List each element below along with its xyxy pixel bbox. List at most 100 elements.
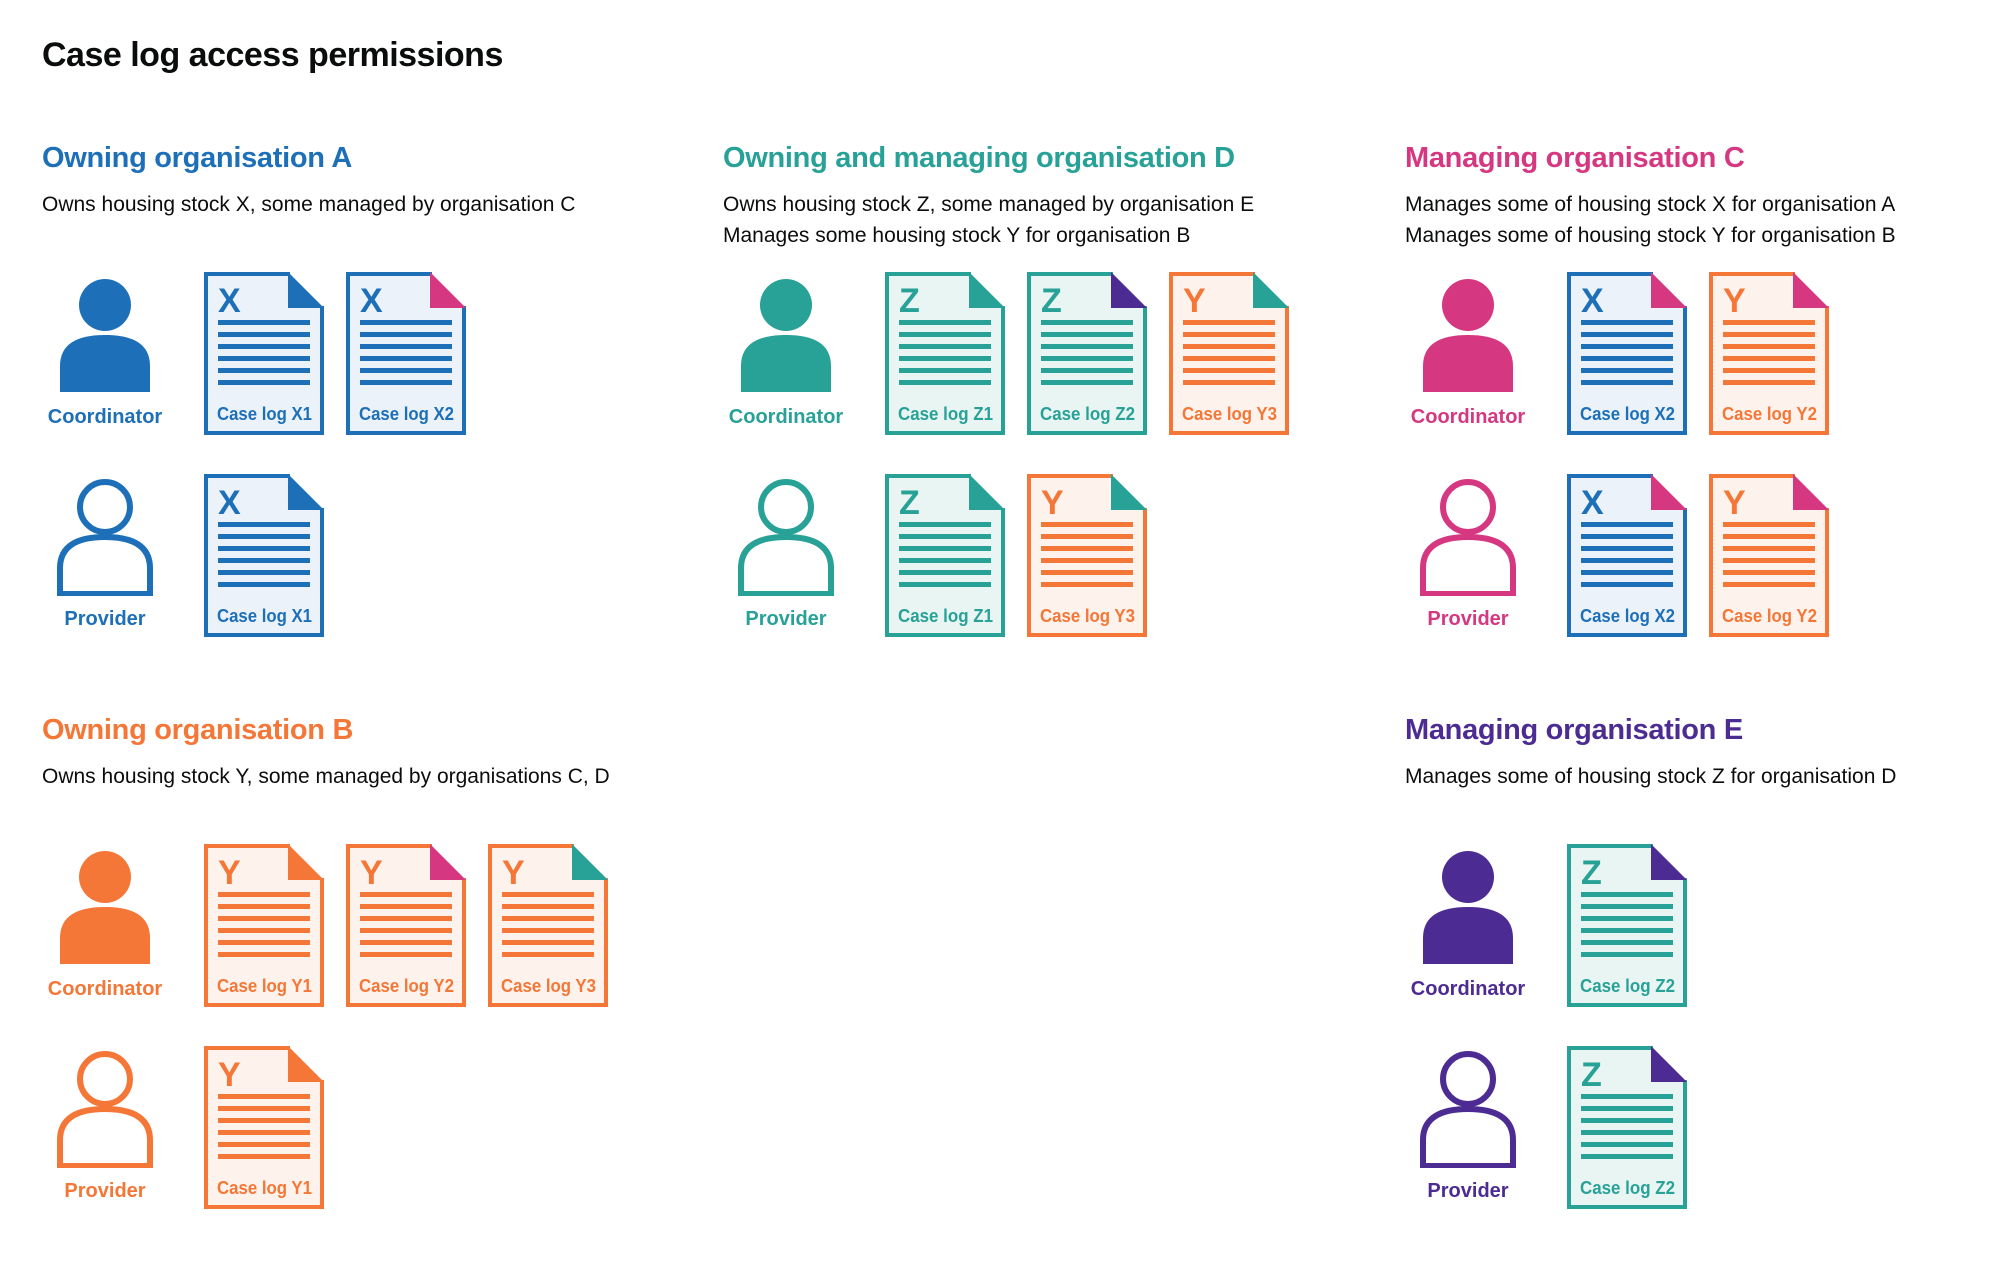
doc-text-line	[360, 892, 452, 898]
person-role-label: Provider	[1427, 1180, 1509, 1203]
doc-text-line	[502, 904, 594, 910]
doc-text-line	[1183, 344, 1275, 350]
doc-border	[1567, 1046, 1687, 1210]
case-log-documents: Y Case log Y1 Y Case log Y2 Y Case log Y3	[204, 844, 608, 1008]
description-line: Owns housing stock Z, some managed by or…	[723, 193, 1255, 217]
doc-text-line	[899, 344, 991, 350]
description-line: Manages some of housing stock Z for orga…	[1405, 765, 1897, 789]
document-icon: Y Case log Y1	[204, 844, 324, 1008]
doc-letter: Y	[360, 854, 383, 892]
case-log-documents: Z Case log Z2	[1567, 1046, 1687, 1210]
doc-text-line	[218, 1094, 310, 1100]
doc-border	[1027, 474, 1147, 638]
doc-label: Case log X1	[217, 404, 312, 424]
doc-letter: Z	[1041, 282, 1062, 320]
description-line: Owns housing stock X, some managed by or…	[42, 193, 576, 217]
doc-text-line	[1183, 380, 1275, 386]
doc-text-line	[1041, 558, 1133, 564]
doc-text-line	[1581, 344, 1673, 350]
doc-text-line	[1581, 892, 1673, 898]
case-log-documents: Z Case log Z1 Z Case log Z2 Y Case log Y3	[885, 272, 1289, 436]
doc-text-line	[899, 534, 991, 540]
doc-text-line	[899, 368, 991, 374]
folded-corner-icon	[1793, 272, 1829, 309]
doc-letter: X	[1581, 484, 1604, 522]
doc-text-line	[360, 320, 452, 326]
page-title: Case log access permissions	[42, 36, 503, 74]
doc-letter: Z	[899, 282, 920, 320]
case-log-documents: X Case log X1	[204, 474, 324, 638]
doc-page	[1711, 476, 1827, 636]
doc-border	[1567, 474, 1687, 638]
document-icon: X Case log X2	[1567, 474, 1687, 638]
doc-page	[206, 274, 322, 434]
case-log-document: Z Case log Z1	[885, 272, 1005, 436]
doc-page	[1569, 476, 1685, 636]
doc-text-line	[1581, 546, 1673, 552]
section-managing-organisation-c: Managing organisation C Manages some of …	[1405, 142, 1985, 638]
person-block: Coordinator	[1405, 272, 1531, 429]
document-icon: Y Case log Y1	[204, 1046, 324, 1210]
folded-corner-icon	[969, 474, 1005, 511]
doc-letter: X	[1581, 282, 1604, 320]
doc-text-line	[1041, 546, 1133, 552]
doc-page	[1029, 274, 1145, 434]
doc-text-line	[360, 916, 452, 922]
folded-corner-icon	[1651, 474, 1687, 511]
doc-page	[490, 846, 606, 1006]
document-icon: Z Case log Z2	[1027, 272, 1147, 436]
doc-letter: Y	[1723, 484, 1746, 522]
doc-text-line	[1581, 1130, 1673, 1136]
doc-text-line	[1581, 916, 1673, 922]
section-heading: Owning organisation B	[42, 714, 354, 746]
coordinator-icon	[1423, 279, 1513, 393]
doc-label: Case log Y3	[501, 976, 596, 996]
doc-border	[1027, 272, 1147, 436]
doc-label: Case log Y2	[1722, 606, 1817, 626]
doc-text-line	[1723, 320, 1815, 326]
section-heading: Owning and managing organisation D	[723, 142, 1235, 174]
folded-corner-icon	[1111, 272, 1147, 309]
doc-label: Case log Y1	[217, 1178, 312, 1198]
doc-text-line	[1581, 320, 1673, 326]
doc-border	[1709, 272, 1829, 436]
doc-text-line	[360, 368, 452, 374]
case-log-documents: X Case log X2 Y Case log Y2	[1567, 272, 1829, 436]
provider-row: Provider Z Case log Z2	[1405, 1046, 1985, 1210]
case-log-document: Y Case log Y3	[1169, 272, 1289, 436]
doc-text-line	[899, 570, 991, 576]
doc-text-line	[218, 952, 310, 958]
doc-border	[204, 272, 324, 436]
doc-text-line	[899, 356, 991, 362]
coordinator-icon	[1423, 851, 1513, 965]
doc-text-line	[360, 356, 452, 362]
case-log-document: Y Case log Y2	[1709, 474, 1829, 638]
doc-text-line	[218, 522, 310, 528]
document-icon: Y Case log Y2	[346, 844, 466, 1008]
person-role-label: Coordinator	[728, 406, 844, 429]
doc-text-line	[502, 916, 594, 922]
doc-text-line	[502, 892, 594, 898]
provider-row: Provider Z Case log Z1 Y Case log Y3	[723, 474, 1383, 638]
section-heading: Managing organisation C	[1405, 142, 1745, 174]
doc-border	[1567, 272, 1687, 436]
case-log-document: Z Case log Z1	[885, 474, 1005, 638]
doc-text-line	[360, 940, 452, 946]
doc-text-line	[1723, 534, 1815, 540]
provider-icon	[1420, 1051, 1516, 1169]
coordinator-row: Coordinator Y Case log Y1 Y Case log Y2 Y Cas…	[42, 844, 702, 1008]
person-block: Provider	[42, 1046, 168, 1203]
doc-label: Case log Z2	[1580, 976, 1675, 996]
doc-letter: Z	[1581, 1056, 1602, 1094]
doc-text-line	[218, 904, 310, 910]
doc-text-line	[1723, 356, 1815, 362]
doc-text-line	[1041, 368, 1133, 374]
folded-corner-icon	[288, 844, 324, 881]
section-description: Owns housing stock Y, some managed by or…	[42, 761, 702, 823]
doc-border	[346, 272, 466, 436]
doc-text-line	[360, 344, 452, 350]
description-line: Owns housing stock Y, some managed by or…	[42, 765, 610, 789]
doc-text-line	[218, 320, 310, 326]
coordinator-icon	[60, 279, 150, 393]
